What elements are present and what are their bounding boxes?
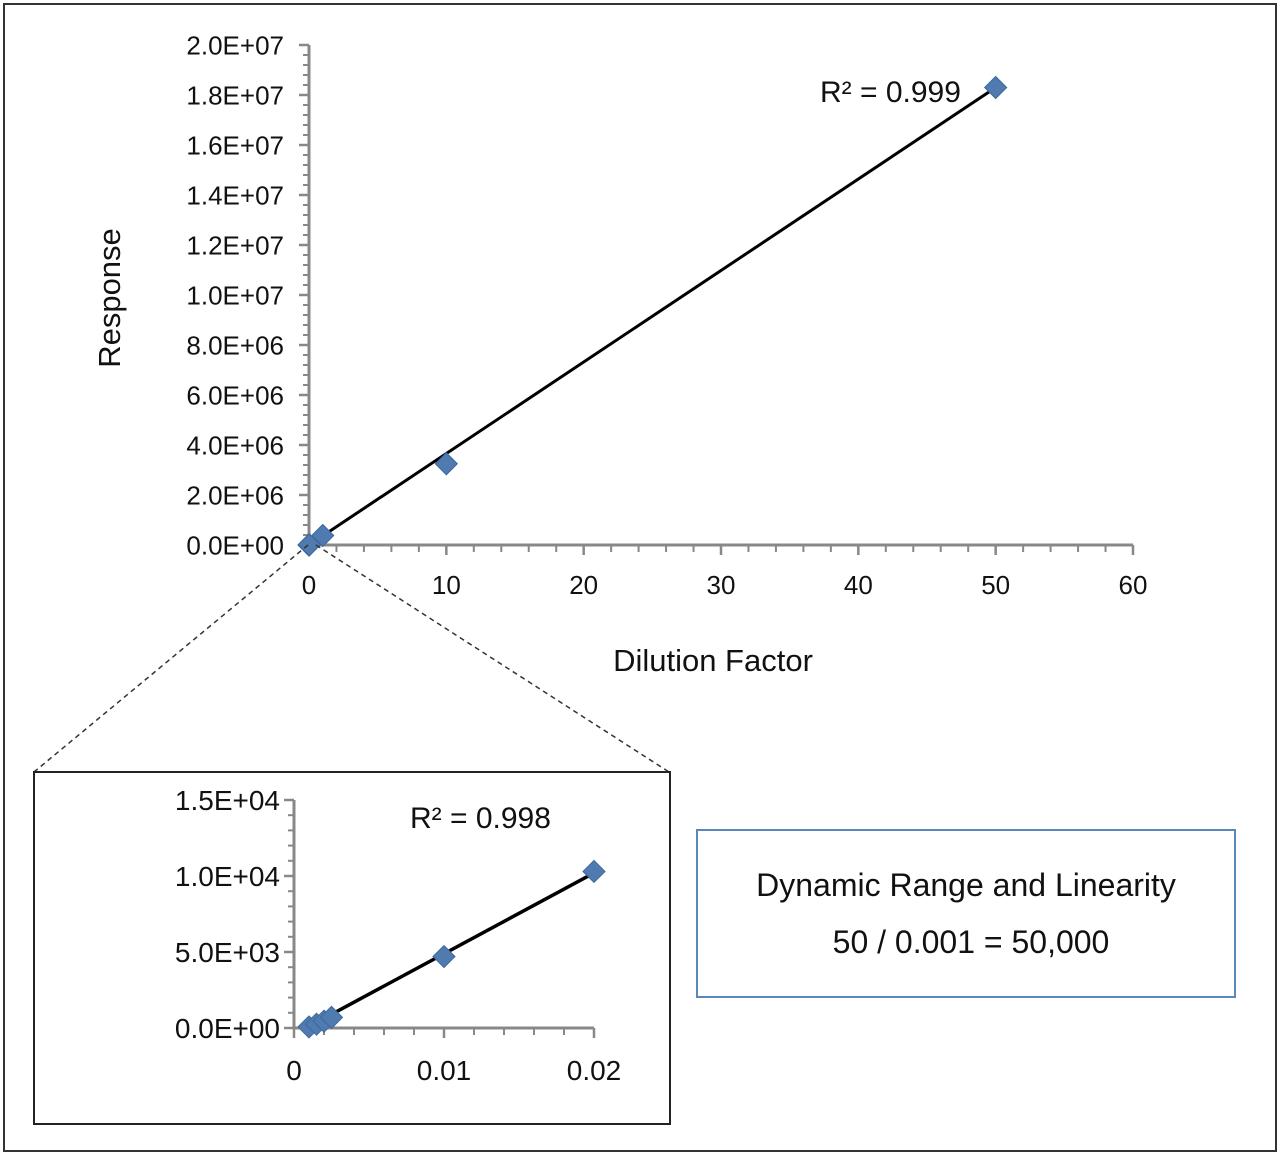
main-y-tick-label: 0.0E+00 xyxy=(186,530,284,560)
main-x-axis-label: Dilution Factor xyxy=(613,643,813,678)
inset-trendline xyxy=(308,871,595,1029)
inset-r2-annotation: R² = 0.998 xyxy=(410,802,551,835)
main-x-tick-label: 50 xyxy=(981,570,1010,600)
info-box-title: Dynamic Range and Linearity xyxy=(756,867,1176,903)
info-box-equation: 50 / 0.001 = 50,000 xyxy=(833,924,1110,960)
inset-points xyxy=(297,859,606,1039)
main-points xyxy=(297,75,1008,557)
main-y-tick-label: 8.0E+06 xyxy=(186,330,284,360)
main-y-tick-label: 1.8E+07 xyxy=(186,80,284,110)
main-y-tick-label: 1.4E+07 xyxy=(186,180,284,210)
main-y-tick-label: 2.0E+06 xyxy=(186,480,284,510)
inset-data-point xyxy=(432,944,456,969)
inset-frame xyxy=(33,771,671,1125)
inset-x-tick-label: 0.02 xyxy=(567,1055,622,1086)
inset-x-tick-labels: 0 0.01 0.02 xyxy=(286,1055,621,1086)
inset-x-tick-label: 0 xyxy=(286,1055,302,1086)
main-x-tick-label: 0 xyxy=(302,570,316,600)
main-data-point xyxy=(311,523,335,548)
main-y-tick-label: 2.0E+07 xyxy=(186,30,284,60)
main-y-axis-label: Response xyxy=(92,228,127,368)
inset-y-tick-label: 0.0E+00 xyxy=(175,1013,280,1044)
main-data-point xyxy=(983,75,1008,100)
main-r2-annotation: R² = 0.999 xyxy=(820,76,961,109)
zoom-line-right xyxy=(315,544,670,773)
main-y-tick-label: 1.0E+07 xyxy=(186,280,284,310)
main-x-tick-labels: 0 10 20 30 40 50 60 xyxy=(302,570,1148,600)
zoom-line-left xyxy=(33,544,309,773)
main-x-tick-label: 40 xyxy=(844,570,873,600)
main-y-tick-label: 6.0E+06 xyxy=(186,380,284,410)
info-box-border xyxy=(696,829,1236,998)
main-trendline xyxy=(308,86,997,547)
main-axes xyxy=(299,43,1135,555)
info-box: Dynamic Range and Linearity 50 / 0.001 =… xyxy=(696,829,1236,998)
main-chart: 0.0E+00 2.0E+06 4.0E+06 6.0E+06 8.0E+06 1.0E+… xyxy=(92,30,1147,678)
inset-data-point xyxy=(319,1005,344,1030)
main-y-tick-label: 4.0E+06 xyxy=(186,430,284,460)
inset-data-point xyxy=(582,859,606,884)
inset-axes xyxy=(284,798,596,1038)
inset-x-tick-label: 0.01 xyxy=(417,1055,472,1086)
inset-y-tick-label: 1.0E+04 xyxy=(175,861,280,892)
main-y-tick-label: 1.6E+07 xyxy=(186,130,284,160)
inset-y-tick-labels: 0.0E+00 5.0E+03 1.0E+04 1.5E+04 xyxy=(175,785,280,1044)
main-x-tick-label: 10 xyxy=(432,570,461,600)
main-trendline-group xyxy=(308,86,997,547)
inset-chart: 0.0E+00 5.0E+03 1.0E+04 1.5E+04 0 0.01 0.02 R… xyxy=(33,771,671,1125)
inset-y-tick-label: 5.0E+03 xyxy=(175,937,280,968)
main-x-tick-label: 60 xyxy=(1119,570,1148,600)
main-y-tick-label: 1.2E+07 xyxy=(186,230,284,260)
main-data-point xyxy=(434,452,459,476)
figure-border xyxy=(3,3,1277,1152)
main-x-tick-label: 20 xyxy=(569,570,598,600)
main-x-tick-label: 30 xyxy=(707,570,736,600)
inset-y-tick-label: 1.5E+04 xyxy=(175,785,280,816)
main-y-tick-labels: 0.0E+00 2.0E+06 4.0E+06 6.0E+06 8.0E+06 1.0E+… xyxy=(186,30,284,560)
inset-trendline-group xyxy=(308,871,595,1029)
